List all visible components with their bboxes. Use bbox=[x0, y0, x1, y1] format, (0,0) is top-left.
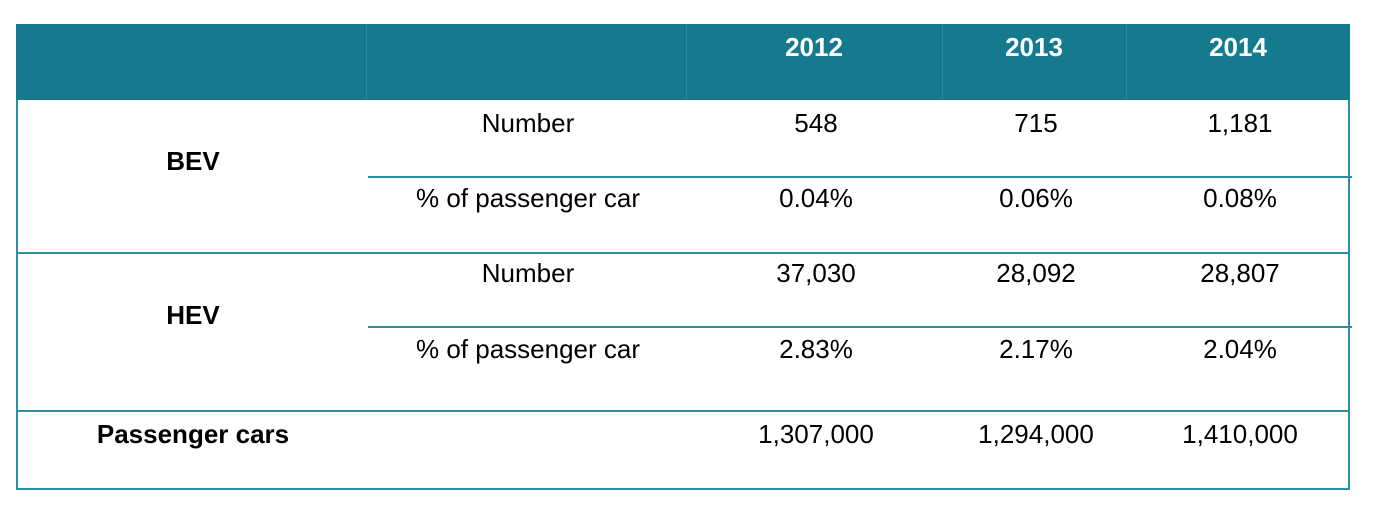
hev-inner-divider bbox=[368, 326, 1352, 328]
header-divider bbox=[686, 24, 687, 100]
row-group-hev: HEV bbox=[166, 300, 220, 330]
total-2014: 1,410,000 bbox=[1182, 419, 1298, 449]
header-year-2013: 2013 bbox=[1005, 32, 1063, 62]
group-divider bbox=[18, 410, 1348, 412]
header-year-2014: 2014 bbox=[1209, 32, 1267, 62]
hev-number-2014: 28,807 bbox=[1200, 258, 1280, 288]
hev-number-2012: 37,030 bbox=[776, 258, 856, 288]
hev-number-label: Number bbox=[481, 258, 575, 288]
bev-inner-divider bbox=[368, 176, 1352, 178]
row-group-bev: BEV bbox=[166, 146, 220, 176]
total-label: Passenger cars bbox=[96, 419, 290, 449]
hev-share-2013: 2.17% bbox=[999, 334, 1073, 364]
bev-number-2012: 548 bbox=[794, 108, 838, 138]
total-2012: 1,307,000 bbox=[758, 419, 874, 449]
bev-share-2014: 0.08% bbox=[1203, 183, 1277, 213]
data-table: 2012 2013 2014 BEV Number 548 715 1,181 … bbox=[16, 24, 1352, 490]
hev-share-label: % of passenger car bbox=[415, 334, 640, 364]
hev-number-2013: 28,092 bbox=[996, 258, 1076, 288]
bev-share-label: % of passenger car bbox=[415, 183, 640, 213]
group-divider bbox=[18, 252, 1348, 254]
total-2013: 1,294,000 bbox=[978, 419, 1094, 449]
header-divider bbox=[1126, 24, 1127, 100]
header-year-2012: 2012 bbox=[785, 32, 843, 62]
bev-number-2013: 715 bbox=[1014, 108, 1058, 138]
header-divider bbox=[942, 24, 943, 100]
bev-number-2014: 1,181 bbox=[1207, 108, 1273, 138]
bev-share-2012: 0.04% bbox=[779, 183, 853, 213]
bev-share-2013: 0.06% bbox=[999, 183, 1073, 213]
table-header: 2012 2013 2014 bbox=[16, 24, 1350, 100]
header-divider bbox=[366, 24, 367, 100]
hev-share-2014: 2.04% bbox=[1203, 334, 1277, 364]
bev-number-label: Number bbox=[481, 108, 575, 138]
hev-share-2012: 2.83% bbox=[779, 334, 853, 364]
